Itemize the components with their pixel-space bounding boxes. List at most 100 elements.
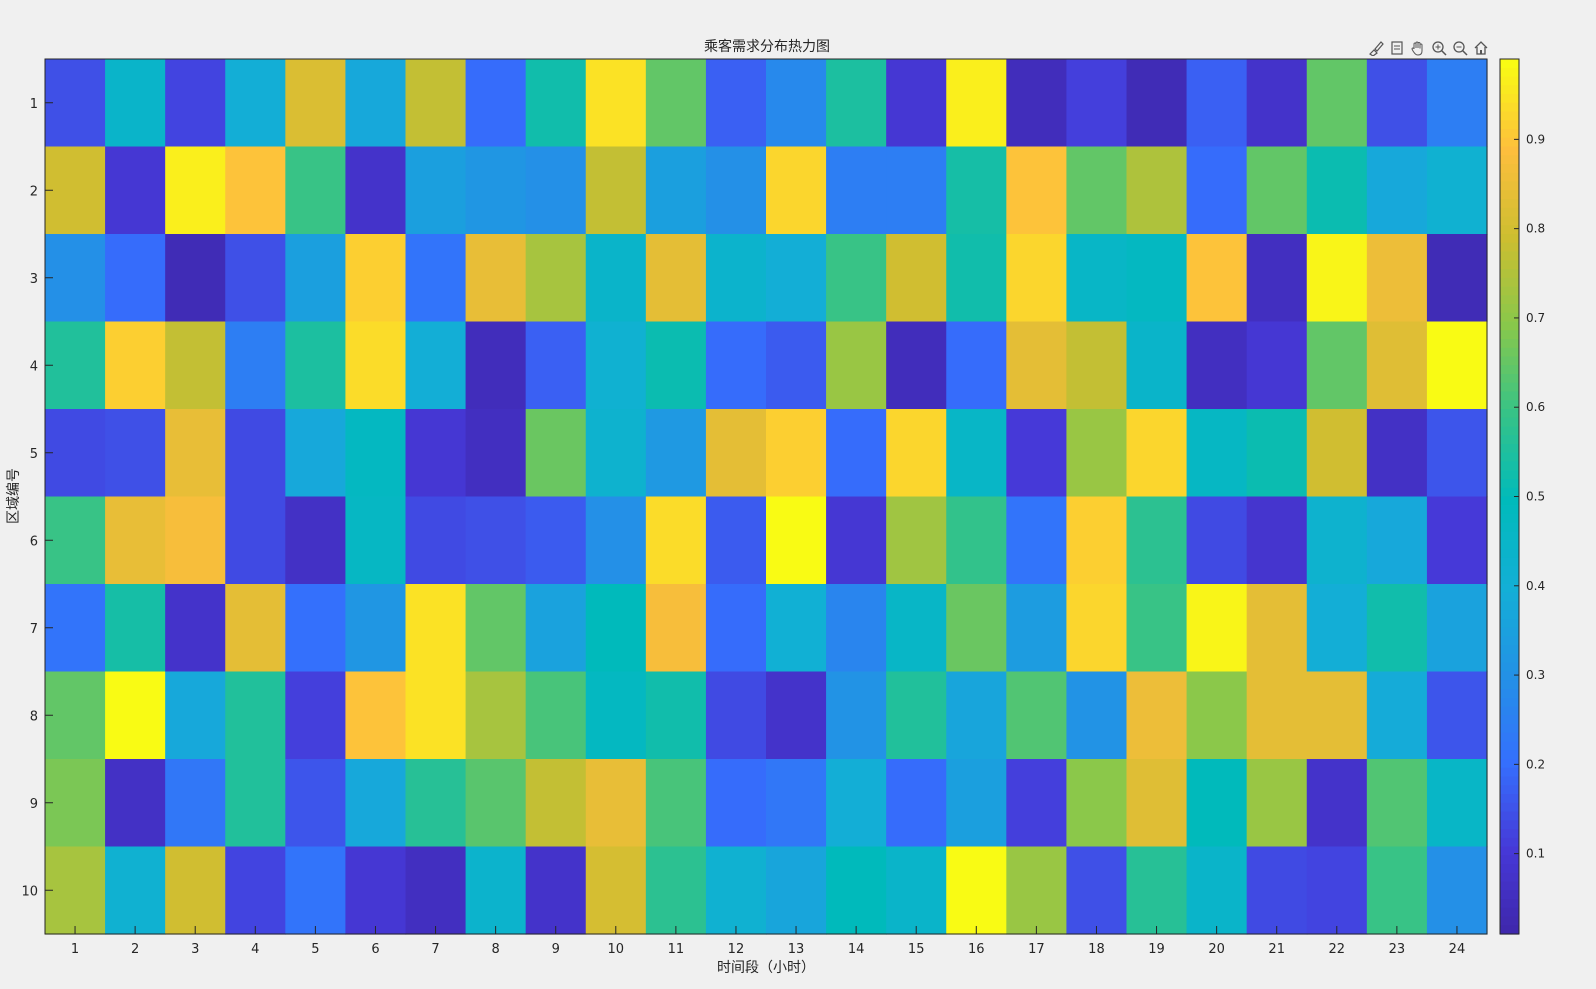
heatmap-cell <box>285 496 347 585</box>
zoom-out-icon[interactable] <box>1450 39 1469 58</box>
colorbar-segment <box>1500 312 1519 323</box>
x-tick-label: 21 <box>1268 942 1285 957</box>
colorbar-segment <box>1500 811 1519 821</box>
colorbar-segment <box>1500 295 1519 305</box>
colorbar-segment <box>1500 207 1519 218</box>
zoom-in-icon[interactable] <box>1429 39 1448 58</box>
heatmap-cell <box>1006 759 1068 848</box>
heatmap-cell <box>285 234 347 323</box>
x-tick-label: 15 <box>908 942 925 957</box>
heatmap-cell <box>1126 496 1188 585</box>
heatmap-cell <box>946 671 1007 760</box>
heatmap-cell <box>285 584 347 673</box>
heatmap-cell <box>826 671 887 760</box>
heatmap-cell <box>405 671 467 760</box>
y-tick-label: 9 <box>30 797 38 812</box>
heatmap-cell <box>826 234 887 323</box>
colorbar-tick-label: 0.6 <box>1526 400 1545 414</box>
x-tick-label: 23 <box>1389 942 1406 957</box>
heatmap-cell <box>285 409 347 498</box>
colorbar-segment <box>1500 111 1519 121</box>
heatmap-cell <box>1366 496 1428 585</box>
heatmap-cell <box>1006 409 1068 498</box>
colorbar-segment <box>1500 251 1519 261</box>
heatmap-cell <box>405 146 467 235</box>
colorbar-segment <box>1500 837 1519 848</box>
colorbar-tick-label: 0.8 <box>1526 222 1545 236</box>
colorbar-segment <box>1500 164 1519 174</box>
heatmap-cell <box>585 146 647 235</box>
heatmap-cell <box>1126 846 1188 935</box>
heatmap-cell <box>1426 146 1488 235</box>
heatmap-cell <box>1246 671 1308 760</box>
colorbar-segment <box>1500 391 1519 401</box>
colorbar-segment <box>1500 855 1519 865</box>
heatmap-cell <box>345 759 407 848</box>
heatmap-cell <box>1066 496 1128 585</box>
heatmap-cell <box>1006 846 1068 935</box>
heatmap-cell <box>45 234 106 323</box>
colorbar-segment <box>1500 794 1519 804</box>
colorbar-segment <box>1500 715 1519 725</box>
brush-icon[interactable] <box>1366 39 1385 58</box>
heatmap-cell <box>1066 409 1128 498</box>
home-icon[interactable] <box>1471 39 1490 58</box>
heatmap-cell <box>405 759 467 848</box>
x-tick-label: 3 <box>191 942 199 957</box>
heatmap-cell <box>585 234 647 323</box>
heatmap-cell <box>1006 146 1068 235</box>
heatmap-cell <box>585 59 647 148</box>
colorbar-segment <box>1500 260 1519 270</box>
heatmap-cell <box>1306 759 1368 848</box>
x-tick-label: 24 <box>1449 942 1466 957</box>
heatmap-cell <box>45 584 106 673</box>
heatmap-cell <box>405 846 467 935</box>
heatmap-cell <box>45 59 106 148</box>
colorbar-segment <box>1500 829 1519 839</box>
colorbar-segment <box>1500 487 1519 498</box>
heatmap-cell <box>525 759 587 848</box>
heatmap-cell <box>1426 59 1488 148</box>
colorbar-segment <box>1500 435 1519 445</box>
heatmap-cell <box>826 146 887 235</box>
heatmap-cell <box>1366 234 1428 323</box>
heatmap-cell <box>165 59 226 148</box>
colorbar-segment <box>1500 417 1519 428</box>
heatmap-cell <box>766 59 827 148</box>
chart-title: 乘客需求分布热力图 <box>704 38 830 55</box>
heatmap-cell <box>105 409 166 498</box>
heatmap-cell <box>1246 409 1308 498</box>
heatmap-cell <box>1126 59 1188 148</box>
heatmap-cell <box>1366 59 1428 148</box>
heatmap-cell <box>1066 321 1128 410</box>
x-tick-label: 2 <box>131 942 139 957</box>
colorbar-segment <box>1500 129 1519 139</box>
y-tick-label: 7 <box>30 622 38 637</box>
heatmap-cell <box>705 671 767 760</box>
colorbar-segment <box>1500 85 1519 95</box>
heatmap-cell <box>1066 146 1128 235</box>
datatip-icon[interactable] <box>1387 39 1406 58</box>
heatmap-cell <box>886 409 947 498</box>
pan-icon[interactable] <box>1408 39 1427 58</box>
heatmap-cell <box>285 846 347 935</box>
colorbar-tick-label: 0.2 <box>1526 757 1545 771</box>
heatmap-cell <box>1066 234 1128 323</box>
colorbar-segment <box>1500 890 1519 900</box>
heatmap-cell <box>585 321 647 410</box>
colorbar-segment <box>1500 400 1519 410</box>
heatmap-cell <box>105 146 166 235</box>
heatmap-cell <box>345 59 407 148</box>
heatmap-cell <box>886 846 947 935</box>
x-tick-label: 6 <box>371 942 379 957</box>
heatmap-cell <box>1306 584 1368 673</box>
plot-frame <box>44 58 1488 935</box>
x-tick-label: 4 <box>251 942 259 957</box>
colorbar-segment <box>1500 365 1519 375</box>
colorbar-segment <box>1500 785 1519 795</box>
heatmap-cell <box>225 496 286 585</box>
heatmap-cell <box>705 409 767 498</box>
heatmap-cell <box>165 321 226 410</box>
heatmap-cell <box>946 584 1007 673</box>
heatmap-cell <box>1066 759 1128 848</box>
